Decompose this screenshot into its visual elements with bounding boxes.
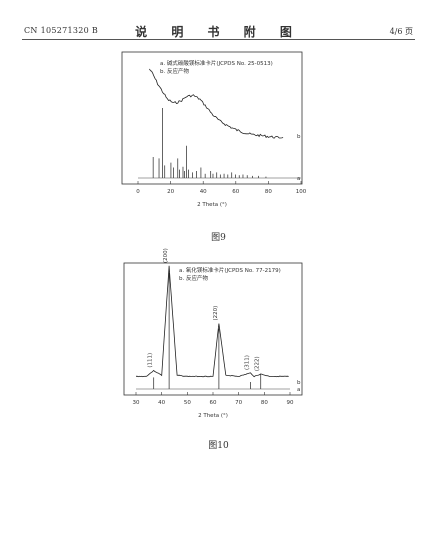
measured-pattern-line — [149, 68, 284, 139]
series-a-label: a — [297, 176, 300, 182]
legend-entry: b. 反应产物 — [160, 67, 189, 75]
page-title: 说 明 书 附 图 — [135, 25, 302, 39]
series-a-label: a — [297, 387, 300, 393]
peak-label: (111) — [148, 353, 154, 368]
page-number: 4/6 页 — [389, 27, 413, 36]
legend-entry: a. 碱式碳酸镁标准卡片(JCPDS No. 25-0513) — [160, 59, 273, 67]
series-b-label: b — [297, 134, 301, 140]
legend-entry: a. 氧化镁标准卡片(JCPDS No. 77-2179) — [179, 266, 281, 274]
x-axis-label: 2 Theta (°) — [198, 413, 228, 419]
x-axis-label: 2 Theta (°) — [197, 202, 227, 208]
peak-label: (311) — [244, 355, 250, 370]
x-tick-label: 30 — [133, 400, 140, 406]
figure-9-caption: 图9 — [211, 233, 226, 243]
peak-label: (220) — [213, 306, 219, 321]
peak-label: (222) — [255, 356, 261, 371]
x-tick-label: 0 — [136, 189, 140, 195]
x-tick-label: 80 — [265, 189, 272, 195]
plot-frame — [121, 51, 303, 185]
x-tick-label: 20 — [167, 189, 174, 195]
series-b-label: b — [297, 380, 301, 386]
x-tick-label: 80 — [261, 400, 268, 406]
x-tick-label: 60 — [232, 189, 239, 195]
x-tick-label: 40 — [200, 189, 207, 195]
x-tick-label: 100 — [296, 189, 307, 195]
x-tick-label: 70 — [235, 400, 242, 406]
figure-10-caption: 图10 — [208, 441, 229, 451]
header-divider — [22, 39, 415, 40]
x-tick-label: 60 — [210, 400, 217, 406]
x-tick-label: 90 — [287, 400, 294, 406]
peak-label: (200) — [163, 248, 169, 263]
x-tick-label: 40 — [158, 400, 165, 406]
x-tick-label: 50 — [184, 400, 191, 406]
legend-entry: b. 反应产物 — [179, 274, 208, 282]
measured-pattern-line — [135, 265, 289, 378]
patent-number: CN 105271320 B — [24, 26, 99, 35]
